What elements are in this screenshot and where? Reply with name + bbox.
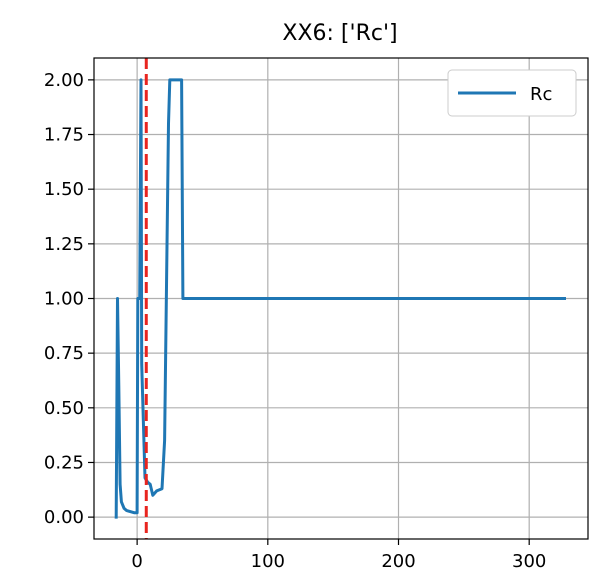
chart-title: XX6: ['Rc'] [282, 21, 397, 46]
y-tick-label: 1.00 [44, 289, 84, 310]
legend: Rc [447, 69, 577, 117]
series-line-rc [114, 78, 566, 519]
y-tick-label: 2.00 [44, 70, 84, 91]
y-tick-label: 0.75 [44, 343, 84, 364]
axis-ticks: 0 100 200 300 0.00 0.25 0.50 0.75 1.00 1.25 1.50 1.… [44, 70, 546, 572]
legend-label-rc: Rc [530, 84, 552, 105]
y-tick-label: 1.25 [44, 234, 84, 255]
y-tick-label: 1.75 [44, 125, 84, 146]
x-tick-label: 0 [131, 551, 142, 572]
y-tick-label: 0.00 [44, 507, 84, 528]
x-tick-label: 200 [381, 551, 415, 572]
x-tick-label: 300 [512, 551, 546, 572]
y-tick-label: 0.25 [44, 452, 84, 473]
x-tick-label: 100 [251, 551, 285, 572]
y-tick-label: 0.50 [44, 398, 84, 419]
y-tick-label: 1.50 [44, 179, 84, 200]
series-layer [114, 78, 566, 519]
